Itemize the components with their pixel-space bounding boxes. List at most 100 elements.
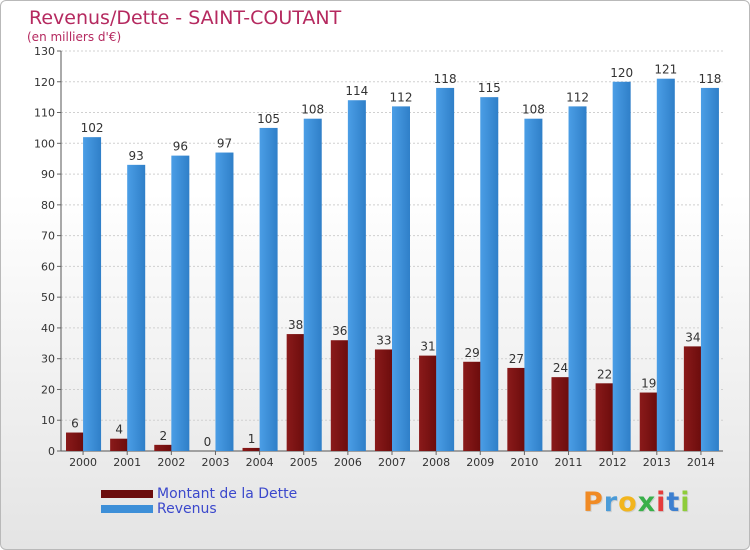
bar-revenus xyxy=(524,118,543,451)
bar-dette xyxy=(286,334,305,451)
data-label-revenus: 115 xyxy=(478,81,501,95)
y-tick-label: 110 xyxy=(34,107,55,120)
y-tick-label: 70 xyxy=(41,230,55,243)
bar-revenus xyxy=(656,78,675,451)
data-label-dette: 19 xyxy=(641,377,656,391)
data-label-dette: 31 xyxy=(420,340,435,354)
bar-dette xyxy=(66,432,84,451)
bar-revenus xyxy=(612,81,631,452)
y-tick-label: 0 xyxy=(48,445,55,458)
legend-label-dette: Montant de la Dette xyxy=(157,486,298,502)
data-label-revenus: 118 xyxy=(434,72,457,86)
x-tick-label: 2002 xyxy=(157,456,185,469)
y-tick-label: 120 xyxy=(34,76,55,89)
bar-dette xyxy=(595,383,614,451)
bar-dette xyxy=(639,392,658,451)
x-tick-label: 2004 xyxy=(246,456,274,469)
bar-revenus xyxy=(127,164,146,451)
bar-revenus xyxy=(171,155,190,451)
y-tick-label: 40 xyxy=(41,322,55,335)
data-label-dette: 38 xyxy=(288,318,303,332)
bar-dette xyxy=(463,361,482,451)
x-tick-label: 2005 xyxy=(290,456,318,469)
bar-revenus xyxy=(436,87,455,451)
y-tick-label: 100 xyxy=(34,137,55,150)
data-label-revenus: 108 xyxy=(301,103,324,117)
bar-dette xyxy=(374,349,393,451)
data-label-dette: 29 xyxy=(465,346,480,360)
data-label-revenus: 108 xyxy=(522,103,545,117)
logo-letter: t xyxy=(666,487,681,518)
data-label-revenus: 118 xyxy=(698,72,721,86)
logo-letter: P xyxy=(583,487,604,518)
y-tick-label: 30 xyxy=(41,353,55,366)
y-tick-label: 20 xyxy=(41,383,55,396)
data-label-dette: 6 xyxy=(71,417,79,431)
bar-revenus xyxy=(700,87,719,451)
data-label-dette: 22 xyxy=(597,367,612,381)
x-tick-label: 2003 xyxy=(201,456,229,469)
data-label-dette: 0 xyxy=(204,435,212,449)
bar-revenus xyxy=(480,97,499,452)
chart-title: Revenus/Dette - SAINT-COUTANT xyxy=(29,7,342,29)
bar-revenus xyxy=(83,137,102,451)
x-tick-label: 2012 xyxy=(599,456,627,469)
y-tick-label: 80 xyxy=(41,199,55,212)
x-tick-label: 2001 xyxy=(113,456,141,469)
data-label-revenus: 97 xyxy=(217,137,232,151)
data-label-revenus: 102 xyxy=(81,121,104,135)
logo-letter: i xyxy=(656,487,667,518)
bar-dette xyxy=(154,444,173,451)
logo-letter: i xyxy=(680,487,691,518)
data-label-revenus: 112 xyxy=(390,90,413,104)
bar-dette xyxy=(683,346,702,451)
bar-revenus xyxy=(347,100,366,451)
bar-dette xyxy=(551,377,570,451)
legend-swatch-revenus xyxy=(101,505,153,513)
y-tick-label: 90 xyxy=(41,168,55,181)
bar-revenus xyxy=(392,106,410,451)
bar-revenus xyxy=(259,127,278,451)
bar-revenus xyxy=(303,118,322,451)
bar-dette xyxy=(507,367,526,451)
x-tick-label: 2014 xyxy=(687,456,715,469)
bar-dette xyxy=(330,340,349,451)
data-label-dette: 24 xyxy=(553,361,568,375)
data-label-revenus: 93 xyxy=(129,149,144,163)
legend-swatch-dette xyxy=(101,490,153,498)
data-label-revenus: 120 xyxy=(610,66,633,80)
y-tick-label: 50 xyxy=(41,291,55,304)
chart-subtitle: (en milliers d'€) xyxy=(27,30,122,44)
bar-dette xyxy=(419,355,438,451)
logo-letter: x xyxy=(637,487,657,518)
x-tick-label: 2010 xyxy=(510,456,538,469)
data-label-revenus: 121 xyxy=(654,63,677,77)
data-label-revenus: 105 xyxy=(257,112,280,126)
bar-dette xyxy=(110,438,129,451)
y-tick-label: 10 xyxy=(41,414,55,427)
data-label-dette: 33 xyxy=(376,333,391,347)
data-label-dette: 36 xyxy=(332,324,347,338)
bar-revenus xyxy=(568,106,587,451)
x-tick-label: 2011 xyxy=(555,456,583,469)
x-tick-label: 2009 xyxy=(466,456,494,469)
data-label-dette: 2 xyxy=(159,429,167,443)
x-tick-label: 2000 xyxy=(69,456,97,469)
x-tick-label: 2006 xyxy=(334,456,362,469)
proxiti-logo: Proxiti xyxy=(583,487,691,518)
x-tick-label: 2007 xyxy=(378,456,406,469)
data-label-revenus: 96 xyxy=(173,140,188,154)
logo-letter: r xyxy=(603,487,619,518)
data-label-dette: 1 xyxy=(248,432,256,446)
y-tick-label: 60 xyxy=(41,260,55,273)
data-label-dette: 34 xyxy=(685,330,700,344)
logo-letter: o xyxy=(618,487,638,518)
x-tick-label: 2008 xyxy=(422,456,450,469)
bar-revenus xyxy=(215,152,234,452)
data-label-revenus: 112 xyxy=(566,90,589,104)
legend-label-revenus: Revenus xyxy=(157,501,217,517)
data-label-dette: 4 xyxy=(115,423,123,437)
bar-dette xyxy=(242,447,261,451)
